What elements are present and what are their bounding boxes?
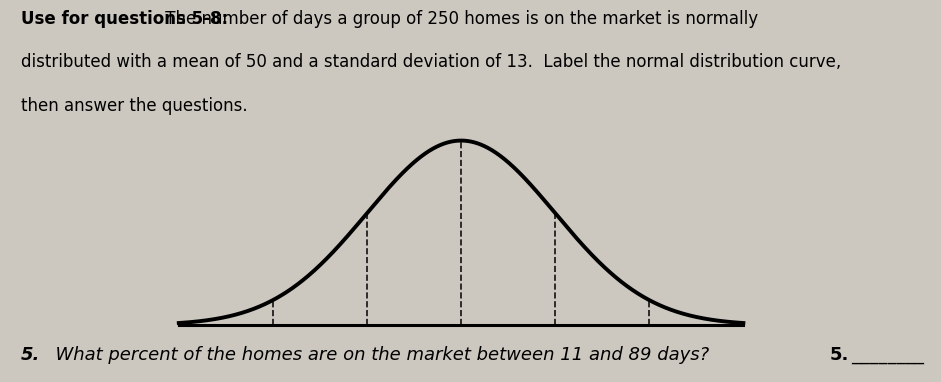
Text: then answer the questions.: then answer the questions. bbox=[21, 97, 247, 115]
Text: 5.: 5. bbox=[21, 346, 40, 364]
Text: distributed with a mean of 50 and a standard deviation of 13.  Label the normal : distributed with a mean of 50 and a stan… bbox=[21, 53, 841, 71]
Text: Use for questions 5-8:: Use for questions 5-8: bbox=[21, 10, 228, 28]
Text: 5.: 5. bbox=[830, 346, 850, 364]
Text: The number of days a group of 250 homes is on the market is normally: The number of days a group of 250 homes … bbox=[160, 10, 758, 28]
Text: What percent of the homes are on the market between 11 and 89 days?: What percent of the homes are on the mar… bbox=[44, 346, 710, 364]
Text: ________: ________ bbox=[852, 346, 925, 364]
